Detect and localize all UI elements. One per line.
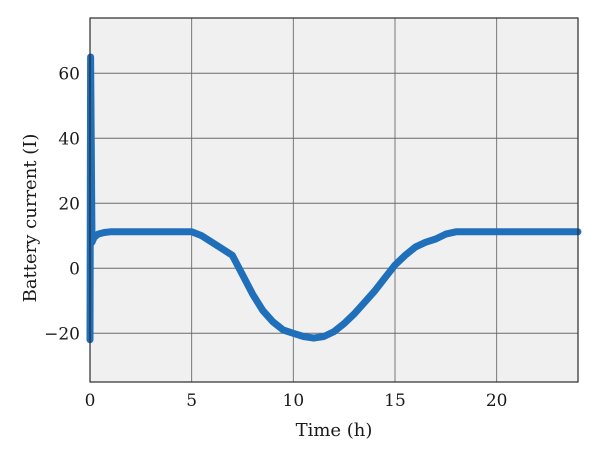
y-tick-label: 20 xyxy=(58,194,80,214)
tick-labels: 0 5 10 15 20 −20 0 20 40 60 xyxy=(44,64,507,411)
plot-frame xyxy=(89,17,579,383)
x-tick-label: 20 xyxy=(486,391,508,411)
x-tick-label: 10 xyxy=(283,391,305,411)
x-tick-label: 0 xyxy=(85,391,96,411)
x-tick-label: 15 xyxy=(384,391,406,411)
grid-lines xyxy=(90,18,578,382)
x-tick-label: 5 xyxy=(186,391,197,411)
y-tick-label: 60 xyxy=(58,64,80,84)
y-tick-label: 0 xyxy=(69,259,80,279)
y-tick-label: −20 xyxy=(44,324,80,344)
battery-current-line xyxy=(86,53,582,344)
y-axis-label: Battery current (I) xyxy=(20,134,41,303)
x-axis-label: Time (h) xyxy=(296,420,373,441)
y-tick-label: 40 xyxy=(58,129,80,149)
